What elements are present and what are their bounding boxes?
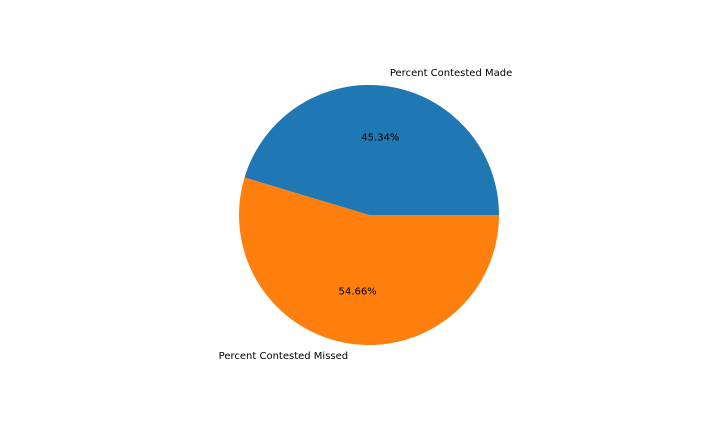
pie-slice-missed bbox=[239, 177, 499, 345]
pie-pct-label: 45.34% bbox=[361, 132, 399, 143]
pie-slice-made bbox=[244, 84, 499, 216]
pie-category-label: Percent Contested Missed bbox=[219, 351, 348, 362]
pie-slices bbox=[239, 84, 499, 345]
pie-category-label: Percent Contested Made bbox=[390, 68, 512, 79]
pie-pct-label: 54.66% bbox=[339, 287, 377, 298]
pie-labels: 45.34% Percent Contested Made 54.66% Percen… bbox=[219, 68, 513, 362]
